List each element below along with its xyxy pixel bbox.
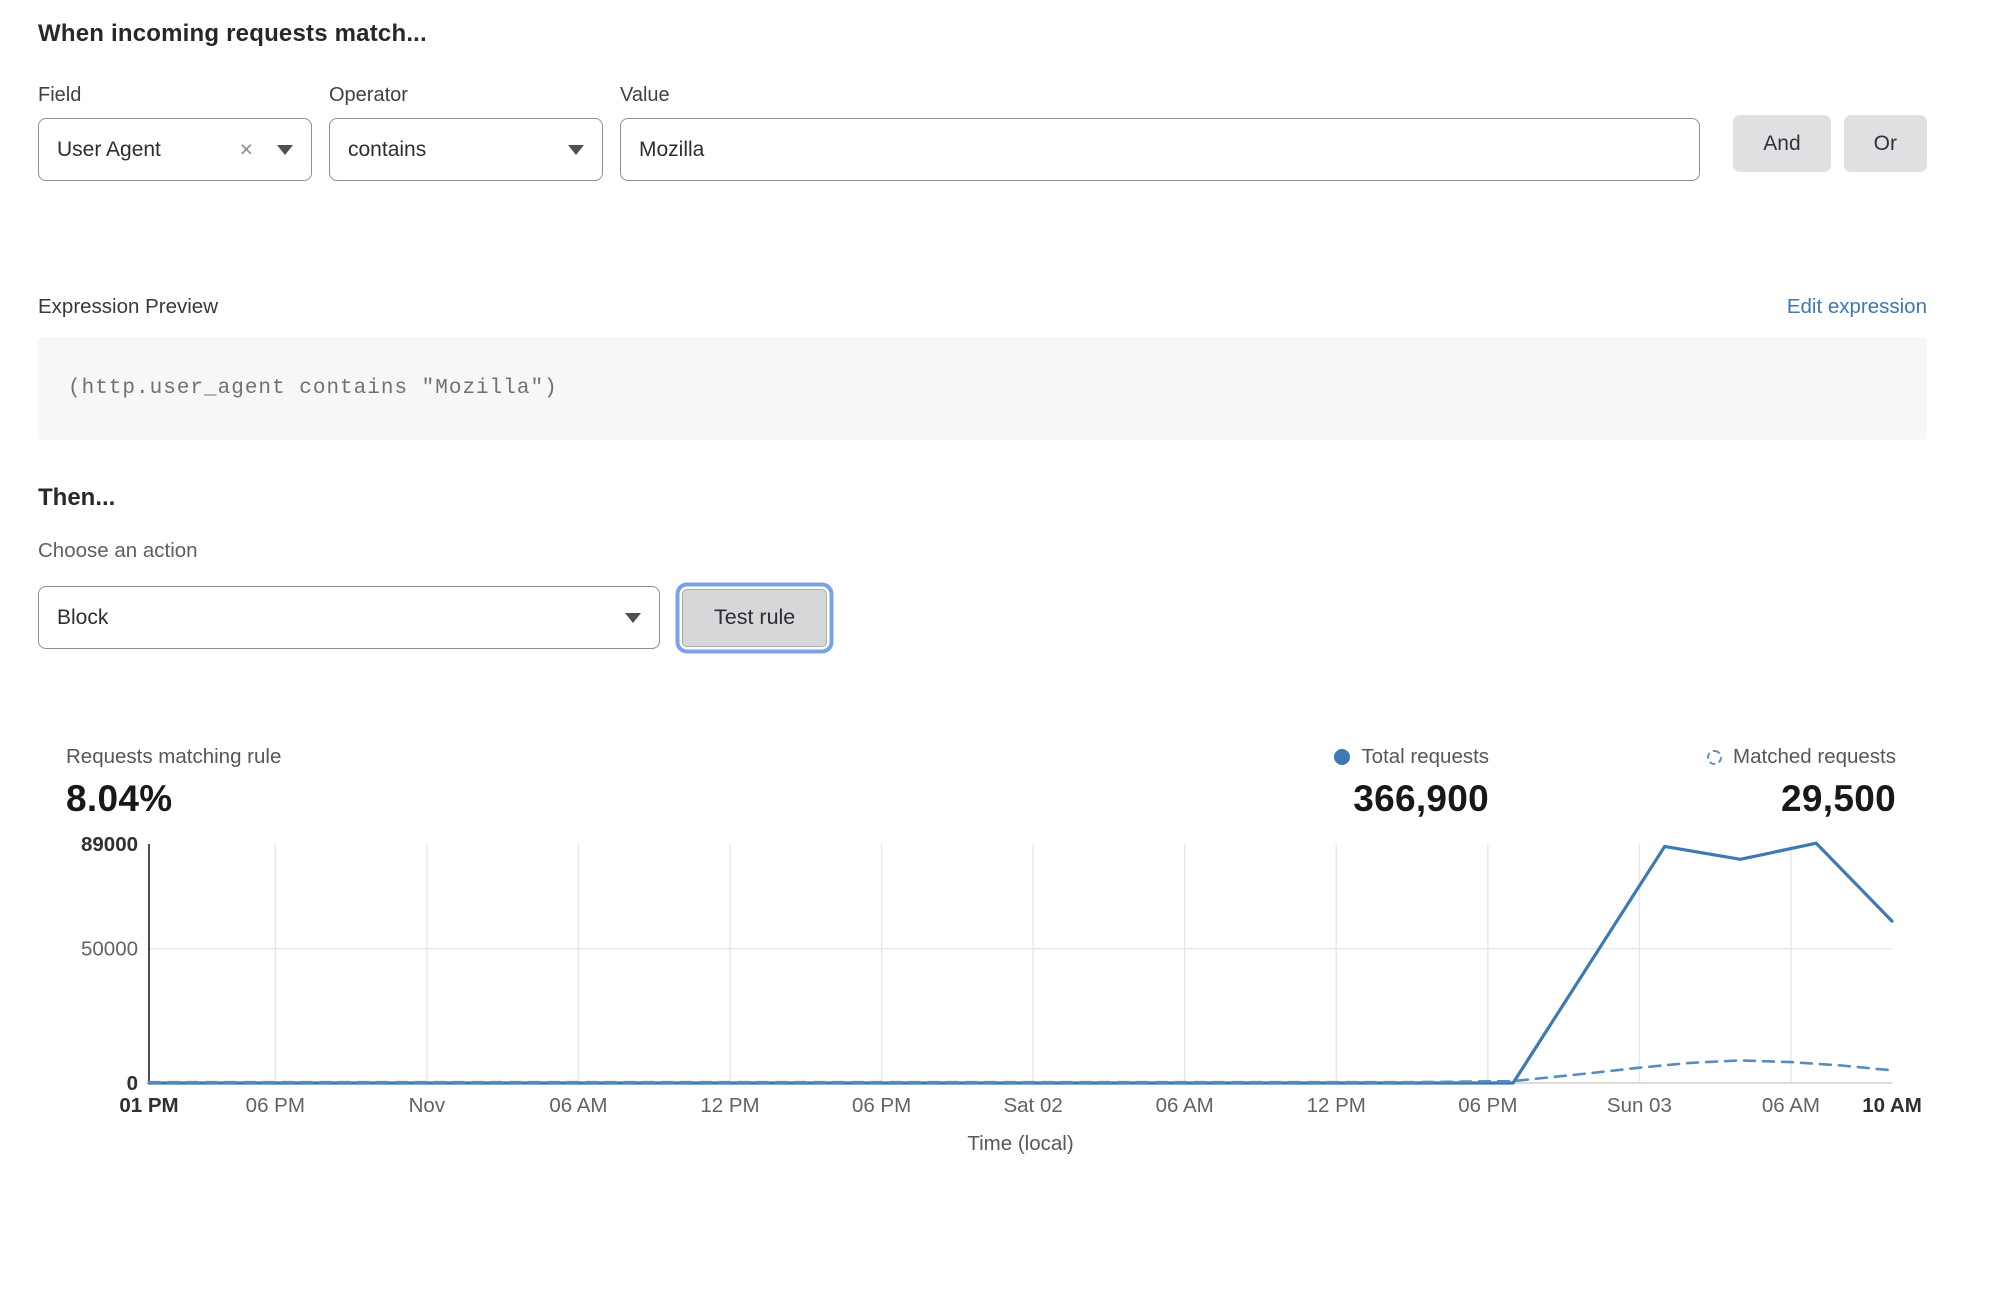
x-tick-label: 06 PM xyxy=(246,1094,305,1117)
matched-requests-line xyxy=(147,1059,1894,1084)
expression-code: (http.user_agent contains "Mozilla") xyxy=(68,377,558,400)
matched-requests-value: 29,500 xyxy=(1781,778,1896,819)
expression-code-box: (http.user_agent contains "Mozilla") xyxy=(38,337,1927,440)
operator-label: Operator xyxy=(329,84,408,106)
stat-matching-rule: Requests matching rule 8.04% xyxy=(66,745,281,820)
value-input[interactable] xyxy=(620,118,1701,181)
x-tick-label: 06 AM xyxy=(549,1094,607,1117)
matching-rule-value: 8.04% xyxy=(66,778,173,819)
matched-requests-legend-icon xyxy=(1707,749,1723,765)
x-tick-label: 10 AM xyxy=(1862,1094,1922,1117)
chevron-down-icon xyxy=(568,144,584,155)
requests-chart-svg: 89000 50000 001 PM 06 PM Nov 06 AM 12 PM 06 PM S… xyxy=(81,833,1922,1155)
matched-requests-label: Matched requests xyxy=(1733,745,1896,768)
y-tick-label: 89000 xyxy=(81,833,138,856)
x-axis-title: Time (local) xyxy=(967,1132,1073,1155)
chevron-down-icon xyxy=(277,144,293,155)
conjunction-buttons: And Or xyxy=(1733,115,1927,172)
total-requests-label: Total requests xyxy=(1361,745,1490,768)
stat-matched-requests: Matched requests 29,500 xyxy=(1707,745,1896,820)
x-tick-label: 12 PM xyxy=(1307,1094,1366,1117)
edit-expression-link[interactable]: Edit expression xyxy=(1786,295,1927,318)
clear-field-icon[interactable]: × xyxy=(239,136,253,162)
x-tick-label: 06 AM xyxy=(1156,1094,1214,1117)
operator-select-value: contains xyxy=(348,137,427,161)
x-tick-label: Sat 02 xyxy=(1003,1094,1062,1117)
x-tick-label: 12 PM xyxy=(700,1094,759,1117)
firewall-rule-builder: When incoming requests match... Field Us… xyxy=(0,20,1999,1181)
field-select-value: User Agent xyxy=(57,137,161,161)
then-heading: Then... xyxy=(38,484,116,511)
x-tick-label: 06 PM xyxy=(1458,1094,1517,1117)
x-tick-label: Sun 03 xyxy=(1607,1094,1672,1117)
x-tick-label: Nov xyxy=(409,1094,446,1117)
match-heading: When incoming requests match... xyxy=(38,20,427,47)
total-requests-value: 366,900 xyxy=(1353,778,1490,819)
total-requests-legend-icon xyxy=(1334,749,1351,765)
requests-chart: 89000 50000 0 01 PM 06 PM Nov 06 AM 12 PM 06 PM S… xyxy=(0,820,1999,1181)
or-button[interactable]: Or xyxy=(1843,115,1927,172)
stats-row: Requests matching rule 8.04% Total reque… xyxy=(0,745,1999,820)
and-button[interactable]: And xyxy=(1733,115,1831,172)
test-rule-button[interactable]: Test rule xyxy=(682,588,828,647)
x-tick-label: 06 AM xyxy=(1762,1094,1820,1117)
condition-row: Field User Agent × Operator contains Val… xyxy=(38,84,1927,181)
x-tick-label: 01 PM xyxy=(119,1094,178,1117)
expression-preview-label: Expression Preview xyxy=(38,295,219,318)
operator-select[interactable]: contains xyxy=(329,118,603,181)
action-select[interactable]: Block xyxy=(38,586,660,649)
y-tick-label: 0 xyxy=(127,1072,138,1095)
stat-total-requests: Total requests 366,900 xyxy=(1334,745,1489,820)
action-select-value: Block xyxy=(57,605,109,629)
value-label: Value xyxy=(620,84,670,106)
choose-action-label: Choose an action xyxy=(38,539,198,562)
x-tick-label: 06 PM xyxy=(852,1094,911,1117)
field-label: Field xyxy=(38,84,82,106)
matching-rule-label: Requests matching rule xyxy=(66,745,282,768)
y-tick-label: 50000 xyxy=(81,938,138,961)
total-requests-line xyxy=(147,841,1894,1085)
field-select[interactable]: User Agent × xyxy=(38,118,312,181)
chevron-down-icon xyxy=(625,612,641,623)
